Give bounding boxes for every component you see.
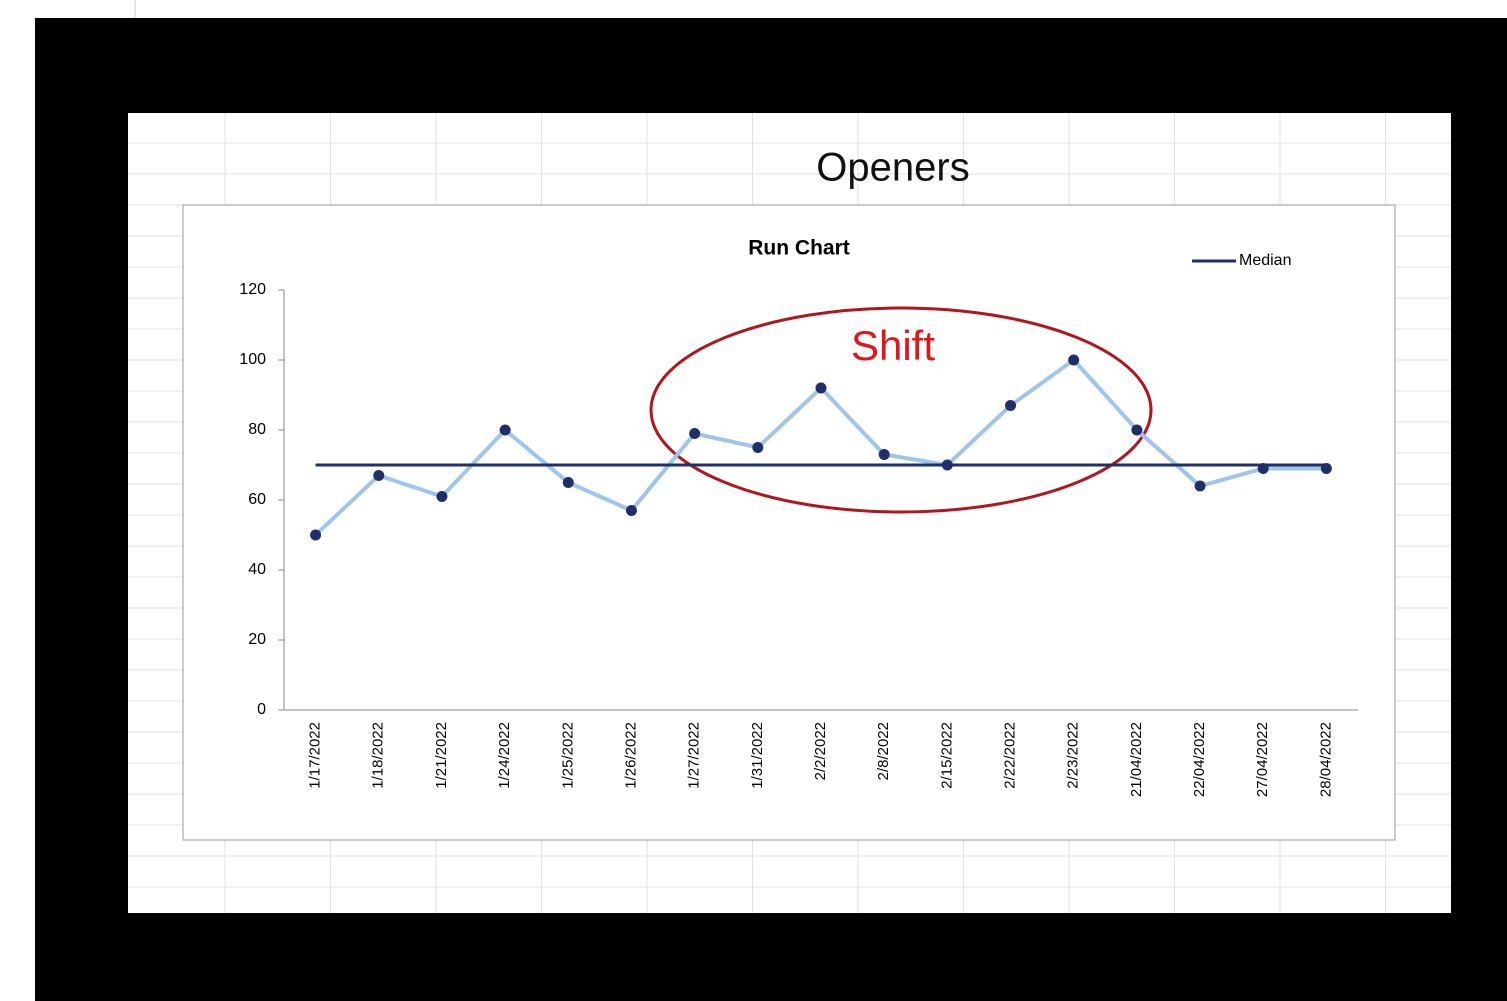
- data-point: [752, 442, 764, 453]
- y-tick-label: 100: [239, 351, 266, 368]
- x-tick-label: 1/18/2022: [370, 722, 387, 789]
- x-tick-label: 2/15/2022: [938, 722, 955, 789]
- data-point: [1194, 480, 1206, 492]
- y-tick-label: 40: [248, 561, 266, 578]
- y-tick-label: 0: [257, 701, 266, 718]
- data-point: [436, 491, 448, 502]
- data-point: [815, 382, 827, 394]
- x-tick-label: 2/2/2022: [812, 722, 829, 780]
- annotation: Shift: [851, 322, 935, 369]
- chart-title: Run Chart: [748, 237, 850, 260]
- data-point: [310, 529, 322, 541]
- data-point: [689, 428, 701, 439]
- legend-label: Median: [1239, 252, 1291, 269]
- heading: Openers: [816, 146, 969, 190]
- x-tick-label: 2/8/2022: [875, 722, 892, 780]
- x-tick-label: 1/25/2022: [559, 722, 576, 789]
- y-tick-label: 120: [239, 281, 266, 298]
- y-tick-label: 20: [248, 631, 266, 648]
- x-tick-label: 1/21/2022: [433, 722, 450, 789]
- x-tick-label: 1/31/2022: [749, 722, 766, 789]
- x-tick-label: 1/27/2022: [686, 722, 703, 789]
- y-tick-label: 80: [248, 421, 266, 438]
- data-point: [1005, 400, 1017, 411]
- y-tick-label: 60: [248, 491, 266, 508]
- data-point: [878, 449, 890, 460]
- x-tick-label: 22/04/2022: [1191, 722, 1208, 797]
- data-point: [625, 505, 637, 516]
- shift-ellipse: [649, 306, 1153, 514]
- x-tick-label: 1/24/2022: [496, 722, 513, 789]
- x-tick-label: 2/23/2022: [1065, 722, 1082, 789]
- data-point: [1131, 424, 1143, 436]
- x-tick-label: 28/04/2022: [1317, 722, 1334, 797]
- data-point: [499, 424, 511, 436]
- data-point: [562, 477, 574, 488]
- x-tick-label: 1/17/2022: [307, 722, 324, 789]
- data-point: [373, 470, 385, 481]
- x-tick-label: 21/04/2022: [1128, 722, 1145, 797]
- x-tick-label: 1/26/2022: [622, 722, 639, 789]
- chart-area: [182, 204, 1396, 841]
- x-tick-label: 27/04/2022: [1254, 722, 1271, 797]
- x-tick-label: 2/22/2022: [1001, 722, 1018, 789]
- data-point: [1068, 354, 1080, 366]
